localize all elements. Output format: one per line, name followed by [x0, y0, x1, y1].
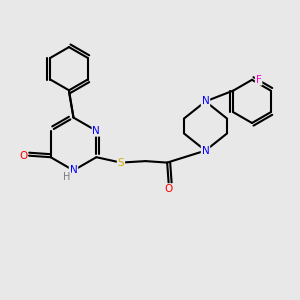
Text: N: N — [92, 126, 100, 136]
Text: N: N — [70, 165, 77, 176]
Text: O: O — [164, 184, 173, 194]
Text: S: S — [118, 158, 124, 168]
Text: H: H — [63, 172, 70, 182]
Text: F: F — [256, 75, 262, 85]
Text: O: O — [19, 151, 27, 161]
Text: N: N — [202, 96, 209, 106]
Text: N: N — [202, 146, 209, 156]
